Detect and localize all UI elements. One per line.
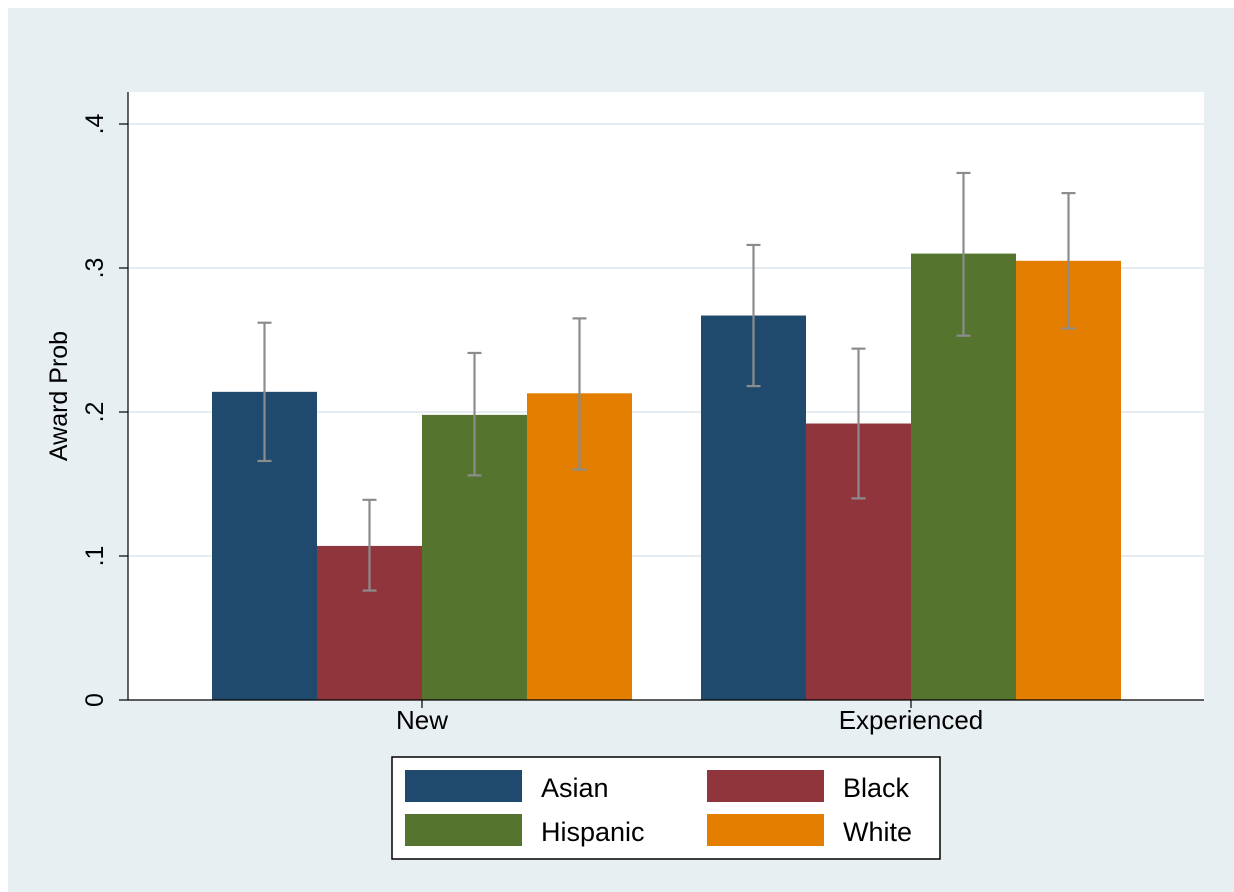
legend-swatch-white — [707, 814, 824, 846]
error-bar-asian-new — [257, 321, 272, 463]
axes — [127, 92, 1204, 701]
error-bar-white-experienced — [1061, 192, 1076, 330]
legend-label-hispanic: Hispanic — [541, 817, 645, 847]
y-tick-label: .1 — [81, 546, 109, 567]
y-tick-label: .2 — [81, 402, 109, 423]
x-tick-label-new: New — [396, 705, 448, 735]
legend-swatch-black — [707, 770, 824, 802]
error-bar-white-new — [572, 317, 587, 471]
error-bar-black-experienced — [851, 347, 866, 500]
y-ticks: 0 .1 .2 .3 .4 — [81, 113, 128, 707]
error-bar-black-new — [362, 498, 377, 592]
error-bars — [257, 171, 1076, 592]
x-tick-labels: New Experienced — [396, 700, 983, 735]
y-tick-label: .3 — [81, 258, 109, 279]
legend-label-black: Black — [843, 773, 910, 803]
legend: Asian Black Hispanic White — [391, 756, 941, 860]
error-bar-hispanic-new — [467, 351, 482, 477]
legend-swatch-hispanic — [405, 814, 522, 846]
y-tick-label: .4 — [81, 113, 109, 134]
bar-white-experienced — [1016, 260, 1121, 700]
y-axis-label: Award Prob — [45, 331, 73, 461]
legend-swatch-asian — [405, 770, 522, 802]
y-tick-label: 0 — [81, 693, 109, 707]
legend-label-white: White — [843, 817, 912, 847]
x-tick-label-experienced: Experienced — [839, 705, 984, 735]
error-bar-asian-experienced — [746, 243, 761, 388]
legend-label-asian: Asian — [541, 773, 609, 803]
error-bar-hispanic-experienced — [956, 171, 971, 337]
